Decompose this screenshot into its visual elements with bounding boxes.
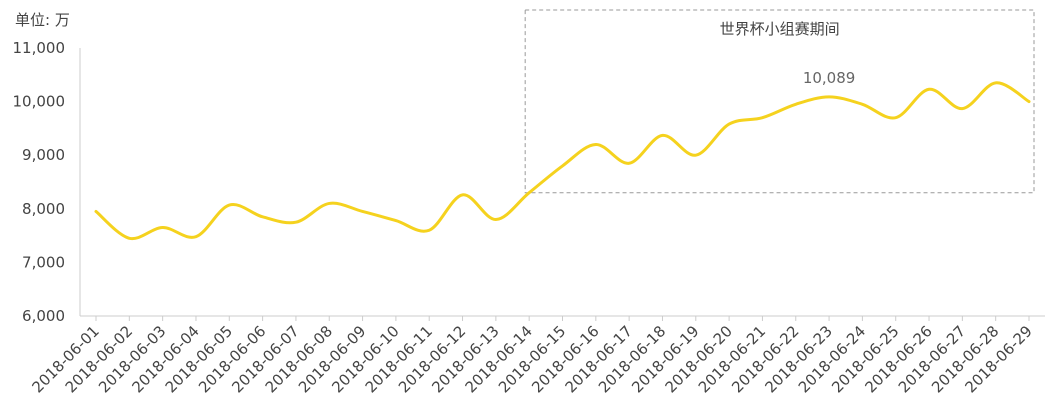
- y-tick-label: 7,000: [22, 253, 65, 271]
- data-point: [393, 218, 399, 224]
- data-point: [226, 202, 232, 208]
- data-point: [593, 141, 599, 147]
- data-point: [426, 227, 432, 233]
- data-point: [126, 235, 132, 241]
- peak-data-label: 10,089: [803, 69, 856, 87]
- data-point: [160, 225, 166, 231]
- series-line: [94, 81, 1031, 241]
- y-tick-label: 11,000: [13, 39, 66, 57]
- data-point: [93, 208, 99, 214]
- data-point: [859, 101, 865, 107]
- data-point: [526, 190, 532, 196]
- data-point: [993, 80, 999, 86]
- world-cup-group-stage-region: [524, 9, 1035, 194]
- data-point: [759, 115, 765, 121]
- data-point: [360, 208, 366, 214]
- region-label: 世界杯小组赛期间: [720, 20, 840, 38]
- y-tick-label: 10,000: [13, 93, 66, 111]
- data-point: [460, 192, 466, 198]
- data-point: [293, 219, 299, 225]
- data-point: [926, 86, 932, 92]
- data-point: [260, 214, 266, 220]
- data-points: [93, 80, 1032, 241]
- data-point: [793, 101, 799, 107]
- data-point: [193, 234, 199, 240]
- x-axis-ticks: 2018-06-012018-06-022018-06-032018-06-04…: [28, 316, 1036, 396]
- data-point: [493, 217, 499, 223]
- data-point: [626, 160, 632, 166]
- data-point: [693, 152, 699, 158]
- y-tick-label: 8,000: [22, 200, 65, 218]
- y-tick-label: 9,000: [22, 146, 65, 164]
- y-tick-label: 6,000: [22, 307, 65, 325]
- y-axis-ticks: 6,000 7,000 8,000 9,000 10,000 11,000: [13, 39, 66, 325]
- data-point: [1026, 99, 1032, 105]
- data-point: [726, 121, 732, 127]
- data-point: [893, 115, 899, 121]
- data-point: [826, 94, 832, 100]
- data-point: [560, 163, 566, 169]
- data-point: [659, 132, 665, 138]
- unit-label: 单位: 万: [15, 11, 70, 29]
- data-point: [326, 200, 332, 206]
- data-point: [959, 106, 965, 112]
